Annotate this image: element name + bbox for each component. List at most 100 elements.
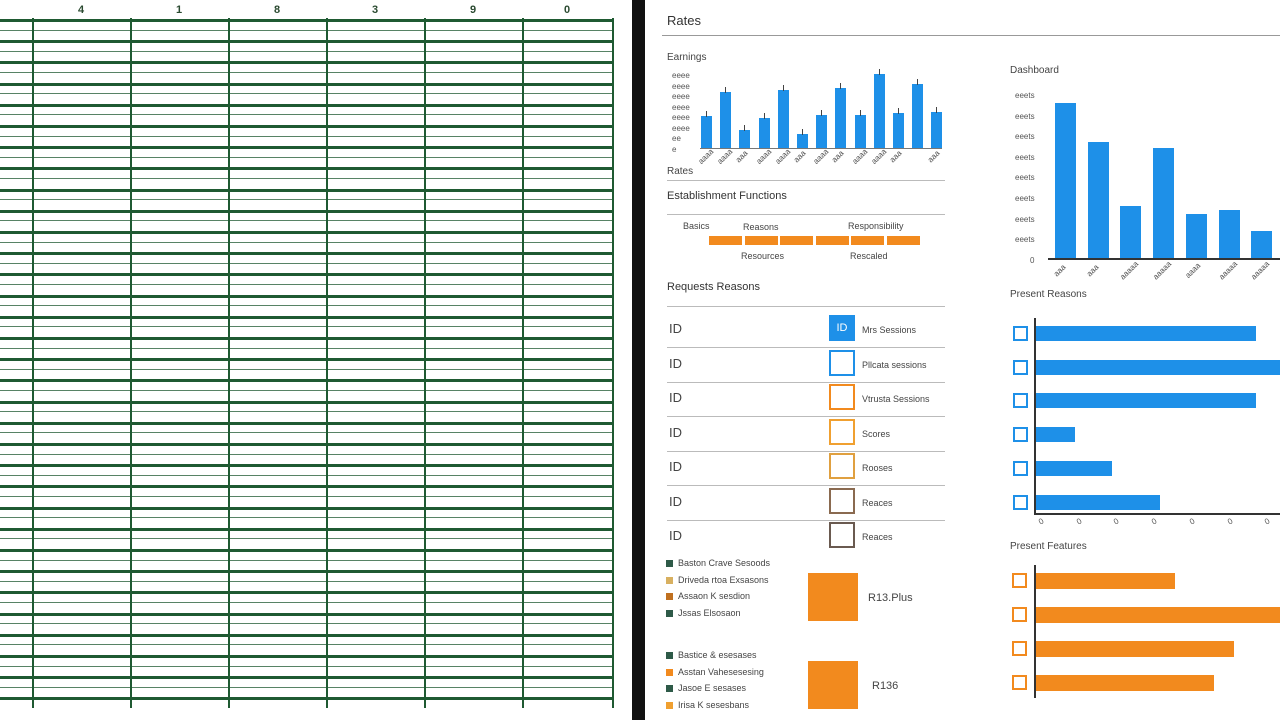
earnings-bar[interactable] xyxy=(854,115,866,148)
column-header[interactable]: 8 xyxy=(273,4,281,16)
grid-row-line xyxy=(0,517,612,518)
request-checkbox[interactable] xyxy=(829,349,855,376)
reason-bar[interactable] xyxy=(1036,460,1112,476)
error-bar xyxy=(859,110,861,116)
y-tick-label: eeee xyxy=(672,123,690,133)
reason-bar[interactable] xyxy=(1036,326,1256,341)
divider xyxy=(667,347,945,348)
request-checkbox[interactable]: ID xyxy=(829,315,855,341)
feature-bar[interactable] xyxy=(1036,573,1176,589)
reason-checkbox[interactable] xyxy=(1013,494,1028,510)
feature-bar[interactable] xyxy=(1036,641,1234,657)
timeline-segment[interactable] xyxy=(744,236,778,245)
dashboard-bar[interactable] xyxy=(1218,210,1240,258)
dashboard-bar[interactable] xyxy=(1120,206,1142,258)
earnings-bar[interactable] xyxy=(777,89,789,148)
y-tick-label: eeets xyxy=(1015,194,1035,203)
feature-checkbox[interactable] xyxy=(1012,607,1027,622)
y-tick-label: e xyxy=(672,144,677,154)
reason-checkbox[interactable] xyxy=(1013,359,1028,375)
request-checkbox[interactable] xyxy=(829,487,855,514)
reason-checkbox[interactable] xyxy=(1013,460,1028,476)
request-label: Vtrusta Sessions xyxy=(862,394,930,404)
earnings-bar[interactable] xyxy=(893,112,904,148)
column-header[interactable]: 1 xyxy=(175,4,183,16)
reason-checkbox[interactable] xyxy=(1013,393,1028,409)
divider xyxy=(667,381,945,383)
x-tick-label: aaa xyxy=(830,148,846,165)
request-label: Reaces xyxy=(862,532,893,542)
reason-bar[interactable] xyxy=(1036,393,1256,409)
timeline-segment[interactable] xyxy=(851,236,884,245)
request-label: Scores xyxy=(862,428,891,439)
dashboard-bar[interactable] xyxy=(1087,142,1109,258)
dashboard-bar[interactable] xyxy=(1185,214,1207,258)
x-axis xyxy=(700,148,942,149)
y-tick-label: eeee xyxy=(672,113,690,122)
earnings-bar[interactable] xyxy=(873,74,885,148)
request-checkbox[interactable] xyxy=(829,453,855,479)
feature-checkbox[interactable] xyxy=(1012,641,1027,656)
reason-bar[interactable] xyxy=(1036,494,1161,510)
reason-checkbox[interactable] xyxy=(1013,427,1028,443)
x-tick-label: aaa xyxy=(887,148,904,165)
reason-checkbox[interactable] xyxy=(1013,326,1028,341)
request-checkbox[interactable] xyxy=(829,522,855,548)
timeline-segment[interactable] xyxy=(886,236,920,245)
spreadsheet-grid[interactable]: 4 1 8 3 9 0 xyxy=(0,0,620,720)
earnings-bar[interactable] xyxy=(739,130,751,148)
column-header[interactable]: 4 xyxy=(77,4,85,16)
y-tick-label: eeets xyxy=(1015,173,1035,183)
grid-row-line xyxy=(0,93,612,94)
earnings-bar[interactable] xyxy=(816,115,828,148)
feature-checkbox[interactable] xyxy=(1012,573,1027,588)
grid-row-line xyxy=(0,581,612,582)
reason-bar[interactable] xyxy=(1036,427,1076,443)
divider xyxy=(667,306,945,307)
timeline-segment[interactable] xyxy=(709,236,742,245)
grid-row-line xyxy=(0,199,612,200)
dashboard-bar[interactable] xyxy=(1251,231,1273,258)
timeline-segment[interactable] xyxy=(815,236,849,245)
dashboard-bar[interactable] xyxy=(1153,148,1175,258)
panel-divider[interactable] xyxy=(632,0,645,720)
earnings-bar[interactable] xyxy=(758,118,770,148)
earnings-bar[interactable] xyxy=(931,111,943,148)
grid-row-line xyxy=(0,496,612,497)
grid-row-line xyxy=(0,655,612,658)
reason-bar[interactable] xyxy=(1036,359,1280,375)
earnings-bar[interactable] xyxy=(835,87,847,148)
earnings-bar[interactable] xyxy=(701,116,712,148)
request-checkbox[interactable] xyxy=(829,418,855,445)
timeline-segment[interactable] xyxy=(780,236,813,245)
legend-label: Bastice & esesases xyxy=(678,650,757,660)
earnings-bar[interactable] xyxy=(912,84,924,148)
error-bar xyxy=(763,113,765,120)
grid-row-line xyxy=(32,697,612,700)
column-header[interactable]: 3 xyxy=(371,4,379,16)
feature-bar[interactable] xyxy=(1036,607,1280,623)
y-tick-label: eeets xyxy=(1015,132,1035,142)
earnings-bar[interactable] xyxy=(720,91,732,148)
feature-checkbox[interactable] xyxy=(1012,675,1027,690)
grid-row-line xyxy=(0,295,612,298)
grid-row-line xyxy=(0,61,612,64)
earnings-footer: Rates xyxy=(667,166,694,177)
x-axis xyxy=(1034,513,1280,515)
feature-bar[interactable] xyxy=(1036,675,1215,691)
column-header[interactable]: 0 xyxy=(563,4,571,16)
legend-label: Baston Crave Sesoods xyxy=(678,558,771,568)
y-tick-label: 0 xyxy=(1030,255,1035,265)
dashboard-bar[interactable] xyxy=(1055,103,1076,258)
y-tick-label: eeee xyxy=(672,92,690,101)
grid-row-line xyxy=(0,252,612,255)
x-tick-label: aaaaa xyxy=(1118,259,1141,282)
y-tick-label: eeets xyxy=(1015,235,1035,245)
panel-title: Rates xyxy=(667,13,701,28)
legend-label: Jssas Elsosaon xyxy=(678,607,741,618)
earnings-bar[interactable] xyxy=(797,133,808,148)
request-checkbox[interactable] xyxy=(829,384,855,410)
column-header[interactable]: 9 xyxy=(469,4,477,16)
grid-row-line xyxy=(0,220,612,221)
x-tick-label: aaaa xyxy=(1183,261,1203,280)
